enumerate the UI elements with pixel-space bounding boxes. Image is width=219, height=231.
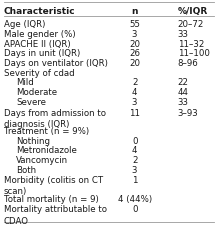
Text: n: n: [131, 7, 138, 16]
Text: Days in unit (IQR): Days in unit (IQR): [4, 49, 80, 58]
Text: 44: 44: [178, 88, 189, 97]
Text: 11–32: 11–32: [178, 40, 204, 49]
Text: 4 (44%): 4 (44%): [118, 195, 152, 204]
Text: Severe: Severe: [16, 98, 46, 107]
Text: Mortality attributable to
CDAO: Mortality attributable to CDAO: [4, 205, 106, 225]
Text: 11–100: 11–100: [178, 49, 210, 58]
Text: 0: 0: [132, 137, 137, 146]
Text: 3: 3: [132, 166, 137, 175]
Text: Days from admission to
diagnosis (IQR): Days from admission to diagnosis (IQR): [4, 109, 106, 129]
Text: Mild: Mild: [16, 79, 34, 88]
Text: 8–96: 8–96: [178, 59, 198, 68]
Text: Metronidazole: Metronidazole: [16, 146, 77, 155]
Text: 55: 55: [129, 20, 140, 29]
Text: Vancomycin: Vancomycin: [16, 156, 69, 165]
Text: Days on ventilator (IQR): Days on ventilator (IQR): [4, 59, 107, 68]
Text: 3–93: 3–93: [178, 109, 198, 118]
Text: %/IQR: %/IQR: [178, 7, 208, 16]
Text: Severity of cdad: Severity of cdad: [4, 69, 74, 78]
Text: 26: 26: [129, 49, 140, 58]
Text: 3: 3: [132, 30, 137, 39]
Text: Characteristic: Characteristic: [4, 7, 75, 16]
Text: Nothing: Nothing: [16, 137, 50, 146]
Text: 20: 20: [129, 59, 140, 68]
Text: Moderate: Moderate: [16, 88, 58, 97]
Text: 33: 33: [178, 98, 189, 107]
Text: 22: 22: [178, 79, 189, 88]
Text: 4: 4: [132, 88, 137, 97]
Text: 4: 4: [132, 146, 137, 155]
Text: Total mortality (n = 9): Total mortality (n = 9): [4, 195, 98, 204]
Text: 0: 0: [132, 205, 137, 214]
Text: APACHE II (IQR): APACHE II (IQR): [4, 40, 70, 49]
Text: 2: 2: [132, 156, 137, 165]
Text: 20–72: 20–72: [178, 20, 204, 29]
Text: 33: 33: [178, 30, 189, 39]
Text: 1: 1: [132, 176, 137, 185]
Text: Male gender (%): Male gender (%): [4, 30, 75, 39]
Text: Both: Both: [16, 166, 37, 175]
Text: 3: 3: [132, 98, 137, 107]
Text: 11: 11: [129, 109, 140, 118]
Text: 20: 20: [129, 40, 140, 49]
Text: Treatment (n = 9%): Treatment (n = 9%): [4, 127, 89, 136]
Text: 2: 2: [132, 79, 137, 88]
Text: Morbidity (colitis on CT
scan): Morbidity (colitis on CT scan): [4, 176, 103, 197]
Text: Age (IQR): Age (IQR): [4, 20, 45, 29]
